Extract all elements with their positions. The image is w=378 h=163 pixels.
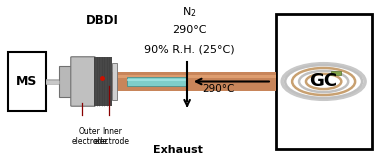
FancyBboxPatch shape	[71, 57, 95, 106]
Text: MS: MS	[16, 75, 38, 88]
FancyBboxPatch shape	[276, 14, 372, 149]
FancyBboxPatch shape	[67, 75, 276, 78]
FancyBboxPatch shape	[112, 63, 118, 100]
Text: Exhaust: Exhaust	[153, 145, 203, 155]
Text: GC: GC	[310, 73, 338, 90]
Text: N$_2$: N$_2$	[182, 6, 196, 19]
Text: Outer
electrode: Outer electrode	[71, 127, 107, 146]
FancyBboxPatch shape	[330, 71, 341, 75]
FancyBboxPatch shape	[59, 66, 72, 97]
FancyBboxPatch shape	[8, 52, 46, 111]
Text: 90% R.H. (25°C): 90% R.H. (25°C)	[144, 44, 234, 54]
Text: Inner
electrode: Inner electrode	[94, 127, 130, 146]
FancyBboxPatch shape	[127, 77, 187, 86]
FancyBboxPatch shape	[127, 79, 187, 81]
Text: 290°C: 290°C	[172, 25, 206, 35]
FancyBboxPatch shape	[67, 72, 276, 91]
Text: 290°C: 290°C	[202, 84, 235, 94]
FancyBboxPatch shape	[94, 57, 112, 106]
Text: DBDI: DBDI	[86, 14, 119, 27]
FancyBboxPatch shape	[67, 72, 276, 91]
